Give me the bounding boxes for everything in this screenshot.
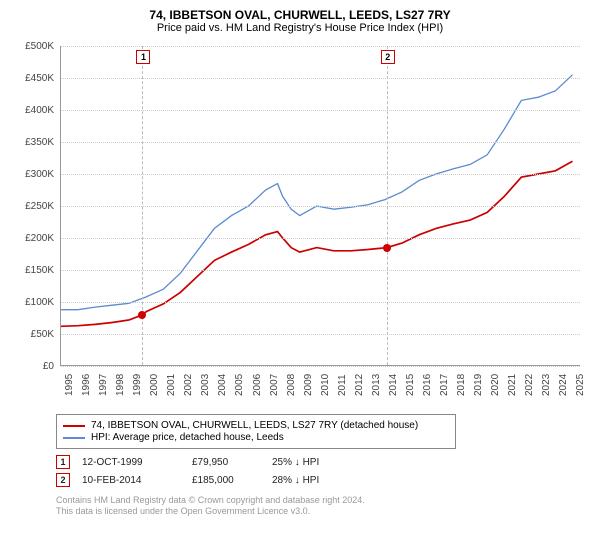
x-axis-label: 2019 [473, 374, 484, 396]
y-axis-label: £300K [14, 169, 54, 180]
y-axis-label: £50K [14, 329, 54, 340]
x-axis-label: 2009 [303, 374, 314, 396]
x-axis-label: 2011 [337, 374, 348, 396]
y-axis-label: £100K [14, 297, 54, 308]
y-axis-label: £500K [14, 41, 54, 52]
datapoint-date: 12-OCT-1999 [82, 457, 192, 468]
footer-attribution: Contains HM Land Registry data © Crown c… [56, 495, 588, 518]
x-axis-label: 1995 [64, 374, 75, 396]
datapoint-price: £79,950 [192, 457, 272, 468]
x-axis-label: 2012 [354, 374, 365, 396]
x-axis-label: 2006 [252, 374, 263, 396]
x-axis-label: 2020 [490, 374, 501, 396]
footer-line-2: This data is licensed under the Open Gov… [56, 506, 588, 517]
x-axis-label: 2001 [166, 374, 177, 396]
datapoint-marker: 1 [56, 455, 70, 469]
y-axis-label: £200K [14, 233, 54, 244]
legend-swatch [63, 425, 85, 427]
y-axis-label: £150K [14, 265, 54, 276]
datapoint-marker: 2 [56, 473, 70, 487]
x-axis-label: 2024 [558, 374, 569, 396]
x-axis-label: 2016 [422, 374, 433, 396]
y-axis-label: £0 [14, 361, 54, 372]
x-axis-label: 2007 [269, 374, 280, 396]
event-marker: 1 [136, 50, 150, 64]
x-axis-label: 2010 [320, 374, 331, 396]
legend-label: 74, IBBETSON OVAL, CHURWELL, LEEDS, LS27… [91, 420, 418, 431]
x-axis-label: 1998 [115, 374, 126, 396]
datapoint-table: 1 12-OCT-1999£79,95025% ↓ HPI 2 10-FEB-2014… [56, 453, 588, 489]
legend-label: HPI: Average price, detached house, Leed… [91, 432, 284, 443]
x-axis-label: 2017 [439, 374, 450, 396]
x-axis-label: 2003 [200, 374, 211, 396]
x-axis-label: 2021 [507, 374, 518, 396]
legend-item: HPI: Average price, detached house, Leed… [63, 432, 449, 443]
chart-title: 74, IBBETSON OVAL, CHURWELL, LEEDS, LS27… [12, 8, 588, 22]
x-axis-label: 2014 [388, 374, 399, 396]
x-axis-label: 2022 [524, 374, 535, 396]
x-axis-label: 2025 [575, 374, 586, 396]
legend-item: 74, IBBETSON OVAL, CHURWELL, LEEDS, LS27… [63, 420, 449, 431]
x-axis-label: 2005 [234, 374, 245, 396]
x-axis-label: 1997 [98, 374, 109, 396]
y-axis-label: £250K [14, 201, 54, 212]
x-axis-label: 2018 [456, 374, 467, 396]
chart-area: 12 £0£50K£100K£150K£200K£250K£300K£350K£… [12, 40, 588, 410]
plot-region: 12 [60, 46, 580, 366]
sale-dot [383, 244, 391, 252]
x-axis-label: 1999 [132, 374, 143, 396]
datapoint-row: 1 12-OCT-1999£79,95025% ↓ HPI [56, 453, 588, 471]
datapoint-vs-hpi: 25% ↓ HPI [272, 457, 392, 468]
x-axis-label: 2013 [371, 374, 382, 396]
y-axis-label: £450K [14, 73, 54, 84]
legend-box: 74, IBBETSON OVAL, CHURWELL, LEEDS, LS27… [56, 414, 456, 449]
x-axis-label: 2000 [149, 374, 160, 396]
x-axis-label: 2004 [217, 374, 228, 396]
datapoint-price: £185,000 [192, 475, 272, 486]
footer-line-1: Contains HM Land Registry data © Crown c… [56, 495, 588, 506]
x-axis-label: 2023 [541, 374, 552, 396]
datapoint-row: 2 10-FEB-2014£185,00028% ↓ HPI [56, 471, 588, 489]
chart-subtitle: Price paid vs. HM Land Registry's House … [12, 22, 588, 34]
y-axis-label: £350K [14, 137, 54, 148]
datapoint-date: 10-FEB-2014 [82, 475, 192, 486]
x-axis-label: 1996 [81, 374, 92, 396]
datapoint-vs-hpi: 28% ↓ HPI [272, 475, 392, 486]
event-marker: 2 [381, 50, 395, 64]
x-axis-label: 2015 [405, 374, 416, 396]
legend-swatch [63, 437, 85, 439]
y-axis-label: £400K [14, 105, 54, 116]
x-axis-label: 2008 [286, 374, 297, 396]
x-axis-label: 2002 [183, 374, 194, 396]
